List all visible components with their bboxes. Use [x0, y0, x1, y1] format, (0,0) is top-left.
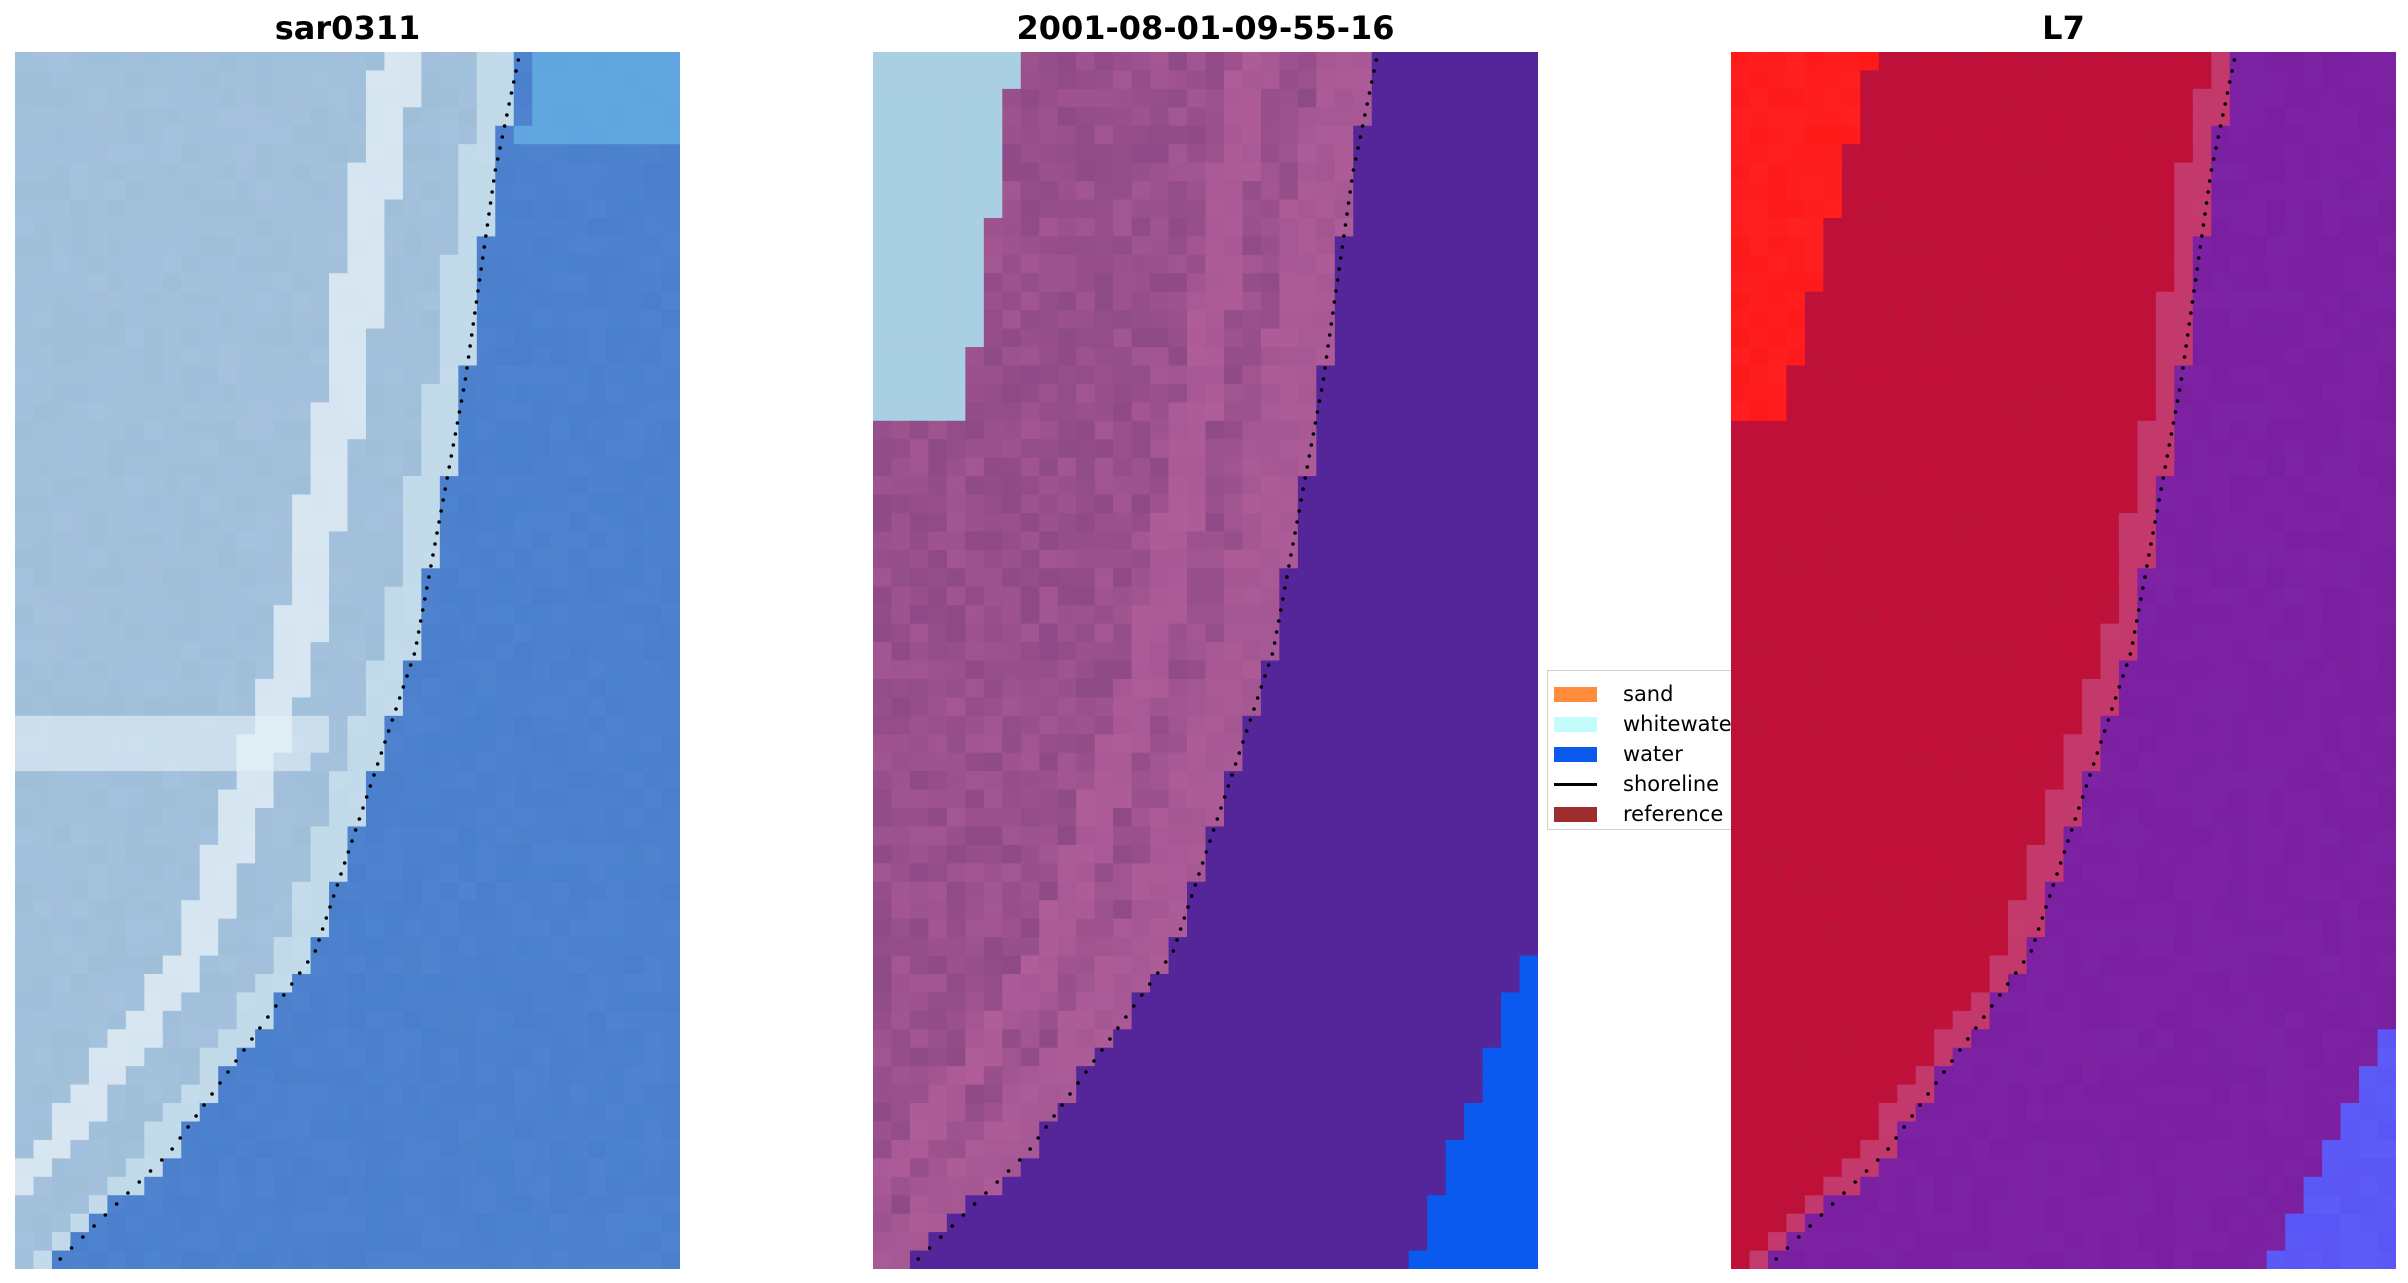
legend-label: reference s — [1623, 802, 1737, 826]
legend-item-whitewater: whitewater — [1554, 709, 1737, 739]
panel-title-index: L7 — [2042, 9, 2085, 47]
panel-title-rgb: sar0311 — [274, 9, 421, 47]
legend: sand whitewater water shoreline referenc… — [1547, 670, 1737, 830]
rgb-image — [15, 52, 680, 1269]
index-image — [1731, 52, 2396, 1269]
sand-swatch — [1554, 686, 1597, 702]
legend-item-sand: sand — [1554, 679, 1673, 709]
panel-title-classified: 2001-08-01-09-55-16 — [1016, 9, 1395, 47]
rgb-image-panel — [15, 52, 680, 1269]
legend-item-water: water — [1554, 739, 1683, 769]
legend-label: sand — [1623, 682, 1674, 706]
classified-image — [873, 52, 1538, 1269]
shoreline-line-swatch — [1554, 782, 1597, 786]
shoreline — [58, 58, 521, 1261]
reference-shoreline-swatch — [1554, 806, 1597, 822]
legend-label: shoreline — [1623, 772, 1720, 796]
classified-image-panel — [873, 52, 1538, 1269]
legend-label: water — [1623, 742, 1683, 766]
shoreline — [916, 58, 1379, 1261]
shoreline — [1774, 58, 2237, 1261]
legend-item-reference-shoreline: reference s — [1554, 799, 1737, 829]
water-swatch — [1554, 746, 1597, 762]
legend-item-shoreline: shoreline — [1554, 769, 1719, 799]
whitewater-swatch — [1554, 716, 1597, 732]
legend-label: whitewater — [1623, 712, 1737, 736]
index-image-panel — [1731, 52, 2396, 1269]
